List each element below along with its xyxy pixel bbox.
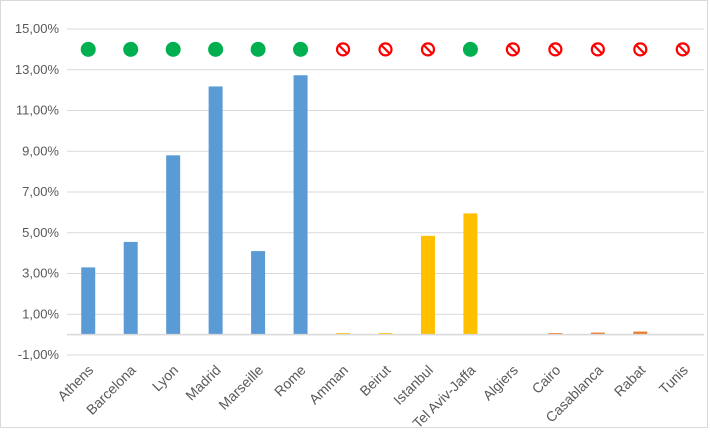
x-tick-label: Rabat [611, 362, 649, 400]
red-prohibited-icon [675, 42, 690, 57]
bar-istanbul [420, 235, 435, 335]
red-prohibited-icon [335, 42, 351, 57]
green-circle-icon [208, 41, 224, 57]
red-prohibited-icon [548, 42, 563, 57]
bar-marseille [251, 251, 266, 335]
y-tick-label: 13,00% [15, 62, 60, 77]
x-tick-label: Cairo [529, 362, 564, 397]
red-prohibited-icon [633, 42, 648, 57]
bar-casablanca [590, 332, 605, 335]
prohibited-slash [550, 44, 561, 55]
green-circle-icon [80, 41, 96, 57]
x-tick-label: Algiers [479, 362, 521, 404]
y-tick-label: 9,00% [22, 143, 59, 158]
x-tick-label: Beirut [356, 362, 393, 399]
x-tick-label: Lyon [149, 362, 181, 394]
x-tick-label: Rome [271, 362, 309, 400]
prohibited-slash [677, 44, 688, 55]
y-tick-label: 7,00% [22, 184, 59, 199]
y-tick-label: 11,00% [16, 103, 60, 118]
prohibited-slash [380, 44, 391, 55]
prohibited-slash [635, 44, 646, 55]
green-circle-icon [250, 41, 266, 57]
bar-rabat [633, 331, 648, 335]
bars [81, 75, 648, 335]
green-circle-icon [123, 41, 139, 57]
x-tick-label: Athens [54, 362, 96, 404]
status-markers [80, 41, 690, 57]
x-tick-label: Tunis [656, 362, 691, 397]
green-circle-icon [165, 41, 181, 57]
green-circle-icon [462, 41, 478, 57]
red-prohibited-icon [590, 42, 605, 57]
prohibited-slash [338, 44, 349, 55]
prohibited-slash [592, 44, 603, 55]
bar-madrid [208, 86, 223, 335]
y-axis-tick-labels: -1,00% 1,00% 3,00% 5,00% 7,00% 9,00% 11,00% 13,… [15, 21, 60, 362]
y-tick-label: 3,00% [22, 266, 59, 281]
bar-lyon [166, 155, 181, 335]
y-tick-label: -1,00% [18, 347, 60, 362]
red-prohibited-icon [378, 42, 393, 57]
prohibited-slash [422, 44, 433, 55]
y-tick-label: 5,00% [22, 225, 59, 240]
x-tick-label: Madrid [182, 362, 224, 404]
gridlines [67, 28, 704, 356]
bar-barcelona [123, 241, 138, 335]
red-prohibited-icon [420, 42, 436, 57]
green-circle-icon [293, 41, 309, 57]
bar-rome [293, 75, 308, 335]
bar-tel-aviv-jaffa [463, 213, 478, 335]
y-tick-label: 1,00% [22, 306, 59, 321]
x-tick-label: Marseille [215, 362, 266, 413]
red-prohibited-icon [505, 42, 520, 57]
x-tick-label: Amman [306, 362, 351, 407]
y-tick-label: 15,00% [15, 21, 60, 36]
prohibited-slash [507, 44, 518, 55]
bar-athens [81, 267, 96, 335]
